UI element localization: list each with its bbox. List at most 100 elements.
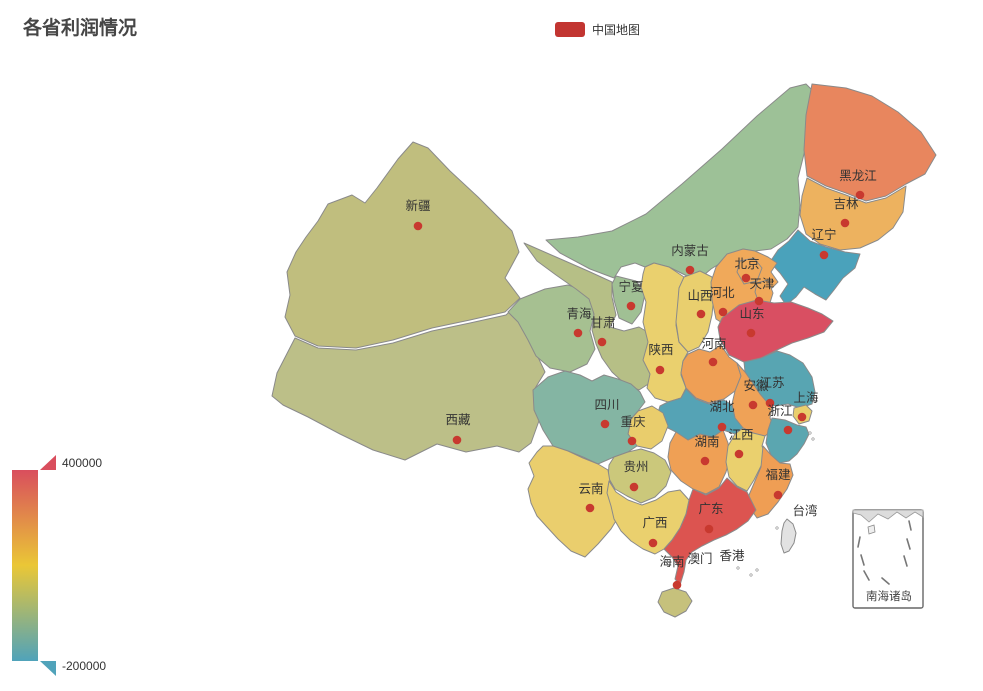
label-guizhou: 贵州 (623, 460, 648, 474)
legend[interactable]: 中国地图 (555, 22, 640, 37)
label-shandong: 山东 (739, 307, 764, 321)
marker-chongqing[interactable] (627, 436, 637, 446)
label-zhejiang: 浙江 (767, 403, 792, 418)
inset-islet (867, 524, 876, 535)
marker-liaoning[interactable] (819, 250, 829, 260)
province-shanxi[interactable] (675, 270, 715, 353)
marker-shanghai[interactable] (797, 412, 807, 422)
province-ningxia[interactable] (611, 275, 646, 325)
marker-xinjiang[interactable] (413, 221, 423, 231)
label-gansu: 甘肃 (590, 316, 615, 330)
label-hunan: 湖南 (694, 434, 719, 449)
marker-yunnan[interactable] (585, 503, 595, 513)
label-jilin: 吉林 (833, 197, 859, 211)
marker-henan[interactable] (708, 357, 718, 367)
visualmap-min-label: -200000 (62, 659, 106, 673)
islet (808, 431, 812, 435)
marker-shandong[interactable] (746, 328, 756, 338)
islet (749, 573, 753, 577)
visualmap-gradient-bar[interactable] (12, 470, 38, 661)
label-anhui: 安徽 (743, 378, 769, 393)
islet (811, 437, 815, 441)
label-taiwan: 台湾 (792, 503, 817, 518)
label-shanxi: 山西 (687, 289, 712, 303)
marker-hubei[interactable] (717, 422, 727, 432)
label-xizang: 西藏 (445, 413, 471, 427)
visualmap-handle-top[interactable] (40, 455, 56, 470)
marker-anhui[interactable] (748, 400, 758, 410)
province-regions (271, 83, 937, 618)
label-henan: 河南 (701, 336, 726, 351)
province-shandong[interactable] (717, 299, 834, 363)
marker-heilongjiang[interactable] (855, 190, 865, 200)
marker-shanxi[interactable] (696, 309, 706, 319)
label-shaanxi: 陕西 (648, 342, 673, 357)
label-qinghai: 青海 (566, 306, 592, 321)
label-yunnan: 云南 (578, 481, 603, 496)
islet (755, 568, 759, 572)
marker-guizhou[interactable] (629, 482, 639, 492)
label-heilongjiang: 黑龙江 (839, 169, 877, 183)
legend-label[interactable]: 中国地图 (592, 22, 640, 37)
province-zhejiang[interactable] (765, 417, 810, 464)
marker-fujian[interactable] (773, 490, 783, 500)
province-hunan[interactable] (667, 429, 731, 495)
inset-label: 南海诸岛 (866, 589, 912, 603)
label-guangdong: 广东 (698, 502, 723, 516)
marker-guangdong[interactable] (704, 524, 714, 534)
marker-zhejiang[interactable] (783, 425, 793, 435)
visualmap-max-label: 400000 (62, 456, 102, 470)
marker-guangxi[interactable] (648, 538, 658, 548)
nine-dash-line (857, 520, 912, 585)
visualmap: 400000 -200000 (12, 455, 106, 676)
label-fujian: 福建 (765, 467, 791, 482)
province-jilin[interactable] (799, 177, 907, 251)
marker-jilin[interactable] (840, 218, 850, 228)
province-hainan[interactable] (657, 587, 693, 618)
marker-jiangxi[interactable] (734, 449, 744, 459)
province-heilongjiang[interactable] (803, 83, 937, 202)
inset-coast (852, 509, 924, 523)
marker-hebei[interactable] (718, 307, 728, 317)
marker-shaanxi[interactable] (655, 365, 665, 375)
marker-hunan[interactable] (700, 456, 710, 466)
marker-xizang[interactable] (452, 435, 462, 445)
province-xinjiang[interactable] (284, 141, 521, 349)
label-beijing: 北京 (734, 257, 759, 271)
province-neimenggu[interactable] (545, 83, 815, 282)
label-hainan: 海南 (659, 554, 684, 569)
legend-swatch-icon[interactable] (555, 22, 585, 37)
south-china-sea-inset: 南海诸岛 (852, 509, 924, 609)
label-jiangxi: 江西 (728, 428, 753, 442)
label-aomen: 澳门 (687, 551, 712, 566)
label-tianjin: 天津 (749, 277, 774, 291)
islet (775, 526, 779, 530)
label-hubei: 湖北 (709, 399, 735, 414)
label-jiangsu: 江苏 (759, 375, 784, 390)
province-fujian[interactable] (748, 445, 794, 519)
islets (736, 431, 815, 577)
label-sichuan: 四川 (594, 398, 619, 412)
marker-sichuan[interactable] (600, 419, 610, 429)
province-guangxi[interactable] (606, 480, 690, 555)
province-jiangxi[interactable] (725, 427, 767, 492)
province-markers (413, 190, 865, 590)
marker-ningxia[interactable] (626, 301, 636, 311)
visualmap-handle-bottom[interactable] (40, 661, 56, 676)
marker-neimenggu[interactable] (685, 265, 695, 275)
label-chongqing: 重庆 (620, 414, 646, 429)
marker-gansu[interactable] (597, 337, 607, 347)
label-guangxi: 广西 (642, 516, 667, 530)
province-yunnan[interactable] (527, 445, 625, 558)
marker-jiangsu[interactable] (765, 398, 775, 408)
label-xinjiang: 新疆 (405, 198, 430, 213)
marker-hainan[interactable] (672, 580, 682, 590)
chart-title: 各省利润情况 (23, 18, 138, 39)
province-taiwan[interactable] (780, 518, 797, 554)
marker-tianjin[interactable] (754, 296, 764, 306)
marker-beijing[interactable] (741, 273, 751, 283)
marker-qinghai[interactable] (573, 328, 583, 338)
